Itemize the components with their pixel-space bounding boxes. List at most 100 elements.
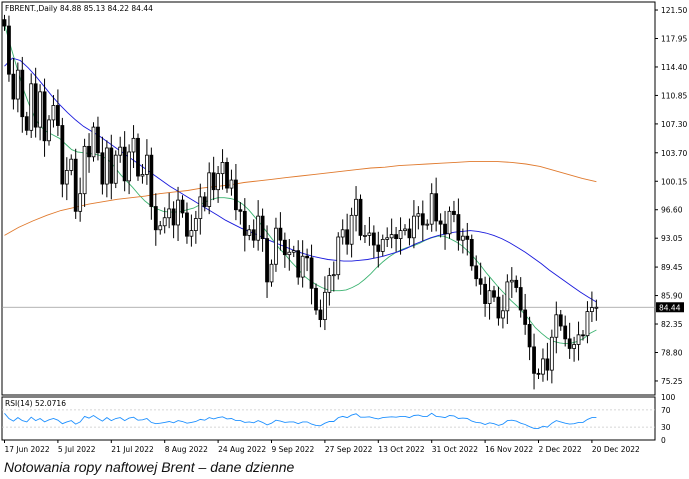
candle[interactable]	[532, 333, 536, 390]
candle[interactable]	[109, 134, 114, 200]
candle[interactable]	[500, 294, 505, 329]
candle[interactable]	[376, 231, 381, 268]
candle[interactable]	[136, 133, 140, 181]
candle[interactable]	[24, 111, 29, 136]
candle[interactable]	[73, 148, 78, 219]
candle[interactable]	[265, 225, 269, 298]
candle[interactable]	[345, 213, 350, 255]
candle[interactable]	[354, 186, 358, 232]
candles[interactable]	[2, 14, 599, 390]
candle[interactable]	[282, 232, 287, 268]
candle[interactable]	[100, 136, 105, 195]
candle[interactable]	[309, 244, 314, 305]
candle[interactable]	[60, 117, 65, 198]
candle[interactable]	[536, 368, 541, 379]
candle[interactable]	[331, 261, 336, 292]
candle[interactable]	[238, 202, 243, 225]
candle[interactable]	[202, 192, 207, 212]
candle[interactable]	[367, 216, 372, 246]
candle[interactable]	[20, 56, 25, 133]
candle[interactable]	[541, 348, 545, 382]
candle[interactable]	[207, 162, 212, 215]
candle[interactable]	[225, 157, 229, 193]
candle[interactable]	[572, 336, 576, 362]
candle[interactable]	[211, 156, 216, 201]
candle[interactable]	[398, 217, 403, 255]
candle[interactable]	[176, 186, 180, 242]
candle[interactable]	[322, 276, 327, 331]
candle[interactable]	[38, 84, 42, 141]
candle[interactable]	[42, 78, 47, 157]
candle[interactable]	[438, 213, 443, 238]
candle[interactable]	[96, 116, 100, 161]
candle[interactable]	[118, 136, 123, 163]
candle[interactable]	[389, 218, 394, 249]
chart-canvas[interactable]: 121.50 117.95 114.40 110.85 107.30 103.70 100.…	[0, 0, 689, 458]
candle[interactable]	[363, 224, 367, 244]
candle[interactable]	[193, 210, 198, 244]
candle[interactable]	[429, 183, 434, 232]
candle[interactable]	[251, 219, 256, 248]
candle[interactable]	[153, 193, 158, 246]
candle[interactable]	[594, 299, 599, 321]
candle[interactable]	[51, 95, 56, 128]
candle[interactable]	[220, 149, 225, 190]
candle[interactable]	[33, 67, 38, 138]
candle[interactable]	[443, 210, 447, 250]
candle[interactable]	[447, 206, 452, 239]
candle[interactable]	[78, 177, 83, 222]
candle[interactable]	[198, 183, 203, 235]
candle[interactable]	[82, 138, 87, 207]
candle[interactable]	[487, 277, 492, 320]
candle[interactable]	[247, 224, 252, 241]
candle[interactable]	[69, 154, 74, 176]
candle[interactable]	[496, 286, 501, 326]
candle[interactable]	[558, 309, 563, 331]
candle[interactable]	[518, 277, 523, 318]
candle[interactable]	[47, 115, 51, 146]
candle[interactable]	[242, 198, 247, 252]
candle[interactable]	[403, 224, 407, 236]
candle[interactable]	[483, 276, 488, 317]
candle[interactable]	[2, 14, 7, 31]
candle[interactable]	[162, 207, 167, 234]
candle[interactable]	[434, 177, 439, 232]
candle[interactable]	[420, 200, 425, 242]
candle[interactable]	[469, 234, 474, 271]
candle[interactable]	[411, 200, 416, 249]
candle[interactable]	[549, 329, 554, 384]
candle[interactable]	[278, 212, 283, 251]
candle[interactable]	[260, 208, 265, 252]
candle[interactable]	[340, 219, 345, 245]
candle[interactable]	[216, 166, 221, 203]
candle[interactable]	[287, 239, 292, 271]
candle[interactable]	[189, 214, 194, 247]
candle[interactable]	[291, 245, 296, 258]
candle[interactable]	[113, 150, 118, 189]
candle[interactable]	[314, 283, 318, 315]
candle[interactable]	[380, 234, 385, 257]
candle[interactable]	[269, 259, 274, 287]
candle[interactable]	[7, 15, 11, 82]
candle[interactable]	[131, 125, 136, 169]
candle[interactable]	[492, 285, 496, 302]
candle[interactable]	[563, 315, 568, 347]
candle[interactable]	[56, 89, 60, 136]
candle[interactable]	[371, 225, 376, 259]
candle[interactable]	[474, 255, 479, 287]
candle[interactable]	[11, 58, 16, 110]
candle[interactable]	[274, 217, 278, 272]
candle[interactable]	[478, 262, 483, 295]
candle[interactable]	[87, 133, 91, 173]
candle[interactable]	[425, 219, 430, 230]
candle[interactable]	[336, 232, 341, 280]
candle[interactable]	[149, 147, 154, 220]
candle[interactable]	[505, 274, 510, 325]
candle[interactable]	[349, 207, 354, 258]
candle[interactable]	[300, 240, 305, 288]
candle[interactable]	[545, 342, 550, 381]
candle[interactable]	[180, 195, 185, 218]
candle[interactable]	[327, 267, 332, 306]
candle[interactable]	[256, 200, 261, 251]
candle[interactable]	[29, 73, 34, 138]
